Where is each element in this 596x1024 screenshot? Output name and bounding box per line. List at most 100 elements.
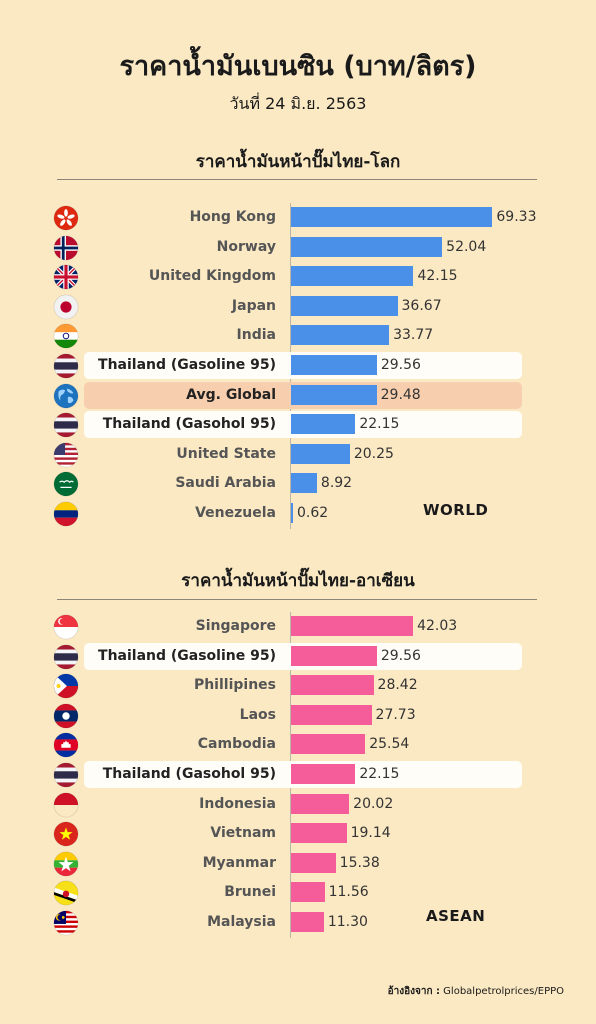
bar-row: United State 20.25 xyxy=(0,440,596,469)
bar xyxy=(291,295,398,316)
bar xyxy=(291,503,293,523)
value-label: 22.15 xyxy=(359,416,400,433)
saudi-arabia-flag-icon xyxy=(52,471,80,497)
bar-row: Myanmar 15.38 xyxy=(0,849,596,878)
asean-bar-chart: Singapore 42.03 Thailand (Gasoline 95) 29.5… xyxy=(0,612,596,938)
category-label: Japan xyxy=(231,297,276,314)
category-label: Laos xyxy=(239,706,276,723)
bar xyxy=(291,266,414,287)
cambodia-flag-icon xyxy=(52,732,80,758)
thailand-flag-icon xyxy=(52,353,80,379)
value-label: 20.25 xyxy=(353,445,394,462)
value-label: 15.38 xyxy=(339,854,380,871)
bar xyxy=(291,207,493,227)
value-label: 33.77 xyxy=(393,327,434,344)
bar-row: Cambodia 25.54 xyxy=(0,730,596,759)
japan-flag-icon xyxy=(52,294,80,320)
bar xyxy=(291,616,414,636)
category-label: Avg. Global xyxy=(186,386,276,403)
category-label: Myanmar xyxy=(202,854,276,871)
category-label: India xyxy=(236,327,276,344)
category-label: Malaysia xyxy=(207,914,276,930)
bar xyxy=(291,675,374,696)
bar-row: Thailand (Gasohol 95) 22.15 xyxy=(0,410,596,439)
page-title: ราคาน้ำมันเบนซิน (บาท/ลิตร) xyxy=(119,51,477,82)
brunei-flag-icon xyxy=(52,880,80,906)
bar-row: Vietnam 19.14 xyxy=(0,819,596,848)
india-flag-icon xyxy=(52,323,80,349)
value-label: 29.48 xyxy=(380,386,421,403)
uk-flag-icon xyxy=(52,264,80,290)
value-label: 29.56 xyxy=(380,647,421,664)
bar-row: Japan 36.67 xyxy=(0,292,596,321)
value-label: 25.54 xyxy=(369,736,410,753)
value-label: 11.30 xyxy=(327,914,368,930)
world-tag: WORLD xyxy=(423,501,489,519)
globe-icon xyxy=(52,383,80,409)
asean-tag: ASEAN xyxy=(426,907,486,925)
bar xyxy=(291,793,350,814)
bar-row: Saudi Arabia 8.92 xyxy=(0,469,596,498)
myanmar-flag-icon xyxy=(52,851,80,877)
bar xyxy=(291,734,366,755)
bar xyxy=(291,852,336,873)
bar xyxy=(291,645,377,666)
value-label: 52.04 xyxy=(446,238,487,255)
bar xyxy=(291,764,356,784)
thailand-flag-icon xyxy=(52,412,80,438)
bar-row: Thailand (Gasoline 95) 29.56 xyxy=(0,351,596,380)
singapore-flag-icon xyxy=(52,614,80,640)
thailand-flag-icon xyxy=(52,644,80,670)
bar-row: Singapore 42.03 xyxy=(0,612,596,641)
page-date: วันที่ 24 มิ.ย. 2563 xyxy=(229,94,367,113)
category-label: Norway xyxy=(216,238,276,255)
laos-flag-icon xyxy=(52,703,80,729)
bar-row: Thailand (Gasohol 95) 22.15 xyxy=(0,760,596,789)
hong-kong-flag-icon xyxy=(52,205,80,231)
category-label: Indonesia xyxy=(199,795,276,812)
philippines-flag-icon xyxy=(52,673,80,699)
category-label: Thailand (Gasoline 95) xyxy=(98,357,276,373)
value-label: 28.42 xyxy=(377,677,418,694)
category-label: Singapore xyxy=(195,618,276,634)
source-prefix: อ้างอิงจาก : xyxy=(387,986,440,997)
value-label: 0.62 xyxy=(297,505,329,521)
bar-row: Avg. Global 29.48 xyxy=(0,381,596,410)
category-label: United State xyxy=(176,445,276,462)
usa-flag-icon xyxy=(52,442,80,468)
bar xyxy=(291,236,443,257)
category-label: Phillipines xyxy=(193,677,276,694)
bar xyxy=(291,443,350,464)
value-label: 11.56 xyxy=(328,884,369,901)
world-bar-chart: Hong Kong 69.33 Norway 52.04 United Kingdom 4… xyxy=(0,203,596,529)
value-label: 22.15 xyxy=(359,766,400,782)
bar xyxy=(291,882,325,903)
vietnam-flag-icon xyxy=(52,821,80,847)
bar xyxy=(291,704,372,725)
value-label: 29.56 xyxy=(380,357,421,373)
bar xyxy=(291,414,356,435)
bar xyxy=(291,473,317,494)
bar-row: Hong Kong 69.33 xyxy=(0,203,596,232)
bar-row: Thailand (Gasoline 95) 29.56 xyxy=(0,642,596,671)
asean-divider xyxy=(57,599,537,600)
category-label: Saudi Arabia xyxy=(175,475,276,492)
bar-row: Norway 52.04 xyxy=(0,233,596,262)
category-label: Thailand (Gasoline 95) xyxy=(98,647,276,664)
value-label: 42.15 xyxy=(417,268,458,285)
bar-row: Phillipines 28.42 xyxy=(0,671,596,700)
thailand-flag-icon xyxy=(52,762,80,788)
value-label: 36.67 xyxy=(401,297,442,314)
bar xyxy=(291,912,324,932)
source-text: Globalpetrolprices/EPPO xyxy=(443,986,564,997)
value-label: 8.92 xyxy=(320,475,353,492)
malaysia-flag-icon xyxy=(52,910,80,936)
value-label: 27.73 xyxy=(375,706,416,723)
value-label: 20.02 xyxy=(353,795,394,812)
category-label: Thailand (Gasohol 95) xyxy=(102,416,276,433)
bar xyxy=(291,384,377,405)
value-label: 69.33 xyxy=(496,209,537,225)
bar-row: United Kingdom 42.15 xyxy=(0,262,596,291)
bar-row: Indonesia 20.02 xyxy=(0,790,596,819)
value-label: 19.14 xyxy=(350,825,391,842)
